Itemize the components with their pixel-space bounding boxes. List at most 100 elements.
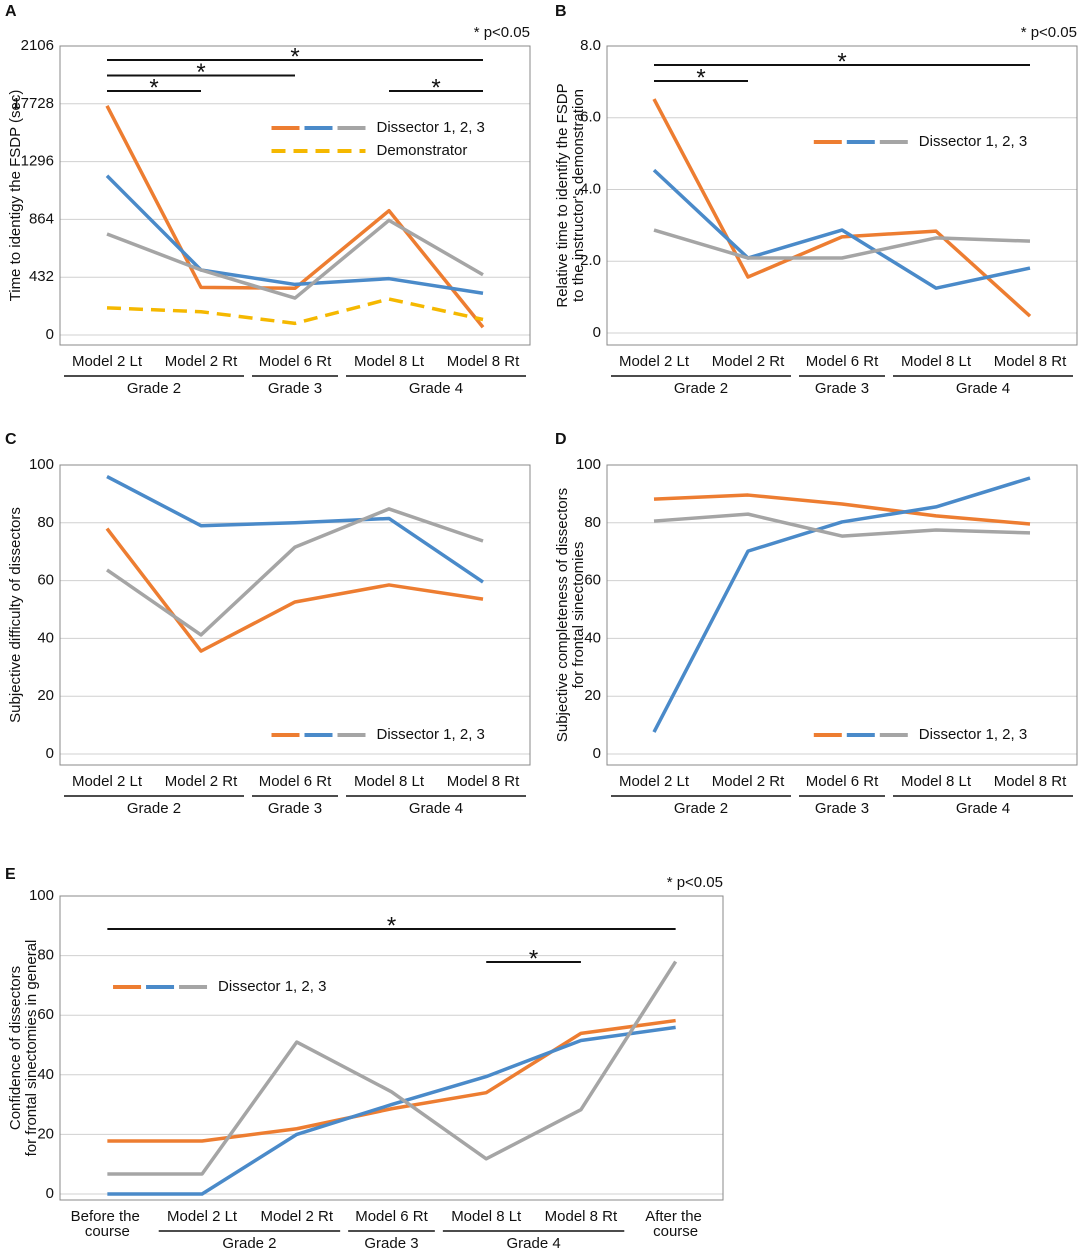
panel-label: D — [555, 431, 567, 448]
y-tick-label: 20 — [584, 687, 601, 704]
series-line — [106, 297, 484, 326]
x-tick-line: After the — [645, 1208, 706, 1225]
y-tick-label: 80 — [584, 514, 601, 531]
group-label: Grade 2 — [127, 800, 181, 817]
group-label: Grade 3 — [815, 800, 869, 817]
x-tick-label: Model 8 Rt — [447, 353, 520, 370]
series-line — [652, 476, 1031, 733]
y-axis-label: Relative time to identify the FSDP — [554, 83, 571, 307]
plot-frame — [59, 895, 724, 1201]
legend-label: Dissector 1, 2, 3 — [377, 726, 485, 743]
x-tick-line: Before the — [71, 1208, 144, 1225]
x-tick-label: Model 2 Rt — [165, 773, 238, 790]
x-tick-line: course — [85, 1223, 130, 1240]
x-tick-label: Before the course — [71, 1208, 144, 1240]
series-line — [106, 475, 484, 584]
x-tick-label: Model 6 Rt — [259, 773, 332, 790]
significance-star: * — [387, 912, 396, 939]
x-tick-label: After the course — [645, 1208, 706, 1240]
series-line — [652, 168, 1031, 290]
y-tick-label: 100 — [29, 456, 54, 473]
x-tick-label: Model 6 Rt — [806, 773, 879, 790]
y-tick-label: 100 — [29, 887, 54, 904]
plot-frame — [606, 464, 1078, 766]
y-tick-label: 432 — [29, 268, 54, 285]
panel-label: C — [5, 431, 17, 448]
y-tick-label: 20 — [37, 687, 54, 704]
series-line — [105, 174, 484, 295]
y-tick-label: 40 — [584, 629, 601, 646]
y-tick-label: 80 — [37, 947, 54, 964]
y-tick-label: 6.0 — [580, 109, 601, 126]
significance-star: * — [196, 59, 205, 86]
y-axis-label: Subjective difficulty of dissectors — [7, 507, 24, 723]
x-tick-label: Model 8 Rt — [994, 353, 1067, 370]
y-axis-label: for frontal sinectomies — [570, 542, 587, 689]
significance-star: * — [431, 74, 440, 101]
x-tick-label: Model 8 Rt — [994, 773, 1067, 790]
x-tick-label: Model 2 Rt — [712, 773, 785, 790]
y-tick-label: 8.0 — [580, 37, 601, 54]
group-label: Grade 2 — [127, 380, 181, 397]
x-tick-label: Model 2 Lt — [619, 353, 690, 370]
y-tick-label: 2106 — [21, 37, 54, 54]
legend-label: Dissector 1, 2, 3 — [218, 978, 326, 995]
series-line — [653, 493, 1031, 526]
group-label: Grade 4 — [506, 1235, 560, 1248]
group-label: Grade 4 — [409, 380, 463, 397]
x-tick-label: Model 2 Rt — [712, 353, 785, 370]
panel-label: E — [5, 866, 16, 883]
significance-star: * — [149, 74, 158, 101]
significance-star: * — [290, 43, 299, 70]
y-tick-label: 17728 — [12, 95, 54, 112]
legend-label: Dissector 1, 2, 3 — [377, 119, 485, 136]
y-axis-label: to the instructor's demonstration — [570, 89, 587, 302]
y-tick-label: 60 — [37, 1006, 54, 1023]
x-tick-label: Model 8 Lt — [451, 1208, 522, 1225]
x-tick-label: Model 8 Lt — [901, 773, 972, 790]
y-axis-label: Confidence of dissectors — [7, 966, 24, 1130]
series-line — [106, 218, 484, 300]
plot-frame — [59, 45, 531, 346]
y-tick-label: 0 — [46, 1185, 54, 1202]
series-line — [105, 527, 484, 653]
significance-star: * — [529, 945, 538, 972]
y-axis-label: Time to identigy the FSDP (sec) — [7, 90, 24, 302]
group-label: Grade 2 — [222, 1235, 276, 1248]
x-tick-label: Model 2 Lt — [619, 773, 690, 790]
x-tick-label: Model 8 Rt — [447, 773, 520, 790]
x-tick-label: Model 8 Lt — [354, 353, 425, 370]
panel-label: B — [555, 3, 567, 20]
legend-label: Demonstrator — [377, 142, 468, 159]
y-tick-label: 0 — [593, 324, 601, 341]
y-tick-label: 40 — [37, 629, 54, 646]
y-tick-label: 0 — [46, 326, 54, 343]
plot-frame — [606, 45, 1078, 346]
y-tick-label: 0 — [46, 745, 54, 762]
y-tick-label: 0 — [593, 745, 601, 762]
significance-star: * — [837, 48, 846, 75]
x-tick-label: Model 2 Lt — [72, 773, 143, 790]
group-label: Grade 2 — [674, 800, 728, 817]
legend-label: Dissector 1, 2, 3 — [919, 726, 1027, 743]
x-tick-label: Model 2 Rt — [261, 1208, 334, 1225]
group-label: Grade 3 — [364, 1235, 418, 1248]
x-tick-line: course — [653, 1223, 698, 1240]
x-tick-label: Model 6 Rt — [806, 353, 879, 370]
y-tick-label: 864 — [29, 210, 54, 227]
group-label: Grade 3 — [268, 380, 322, 397]
y-tick-label: 100 — [576, 456, 601, 473]
panel-label: A — [5, 3, 17, 20]
group-label: Grade 3 — [268, 800, 322, 817]
series-line — [105, 105, 485, 329]
series-line — [106, 507, 484, 637]
y-tick-label: 60 — [37, 572, 54, 589]
group-label: Grade 4 — [956, 380, 1010, 397]
note: * p<0.05 — [667, 874, 723, 891]
series-line — [107, 960, 678, 1176]
y-tick-label: 4.0 — [580, 180, 601, 197]
note: * p<0.05 — [474, 24, 530, 41]
y-tick-label: 60 — [584, 572, 601, 589]
plot-frame — [59, 464, 531, 766]
x-tick-label: Model 2 Lt — [167, 1208, 238, 1225]
